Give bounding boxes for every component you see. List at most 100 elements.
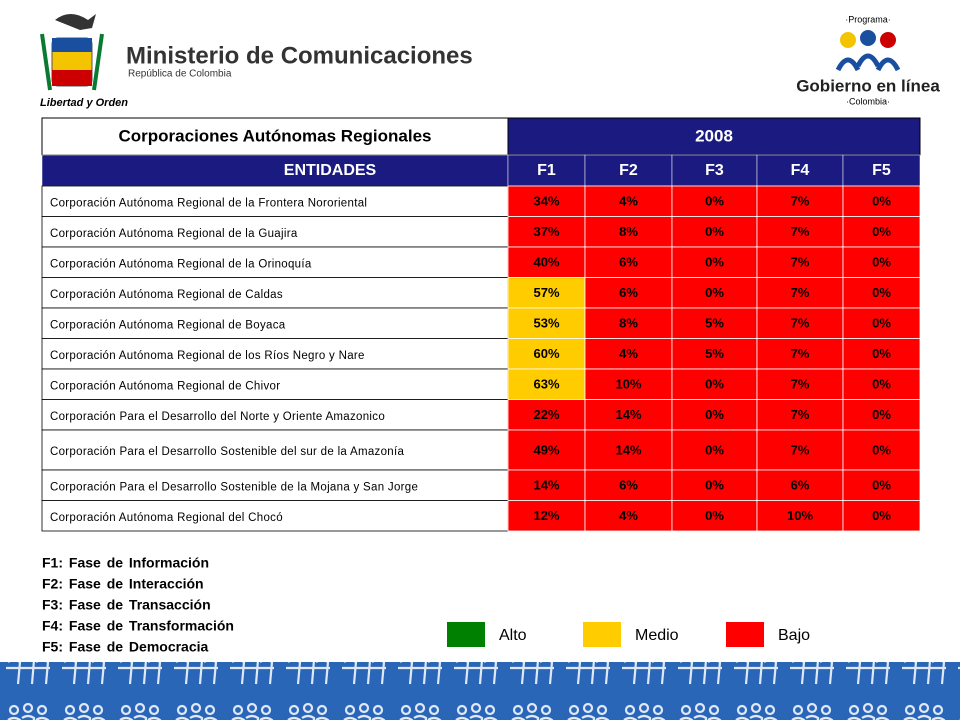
table-title: Corporaciones Autónomas Regionales (119, 126, 432, 145)
column-header: F1 (537, 162, 556, 179)
value-cell (584, 429, 673, 471)
value: 0% (705, 442, 724, 457)
value-cell (756, 277, 844, 309)
legend-label: Alto (499, 627, 527, 644)
value: 6% (619, 285, 638, 300)
value: 0% (872, 255, 891, 270)
value: 14% (615, 407, 641, 422)
value-cell (842, 368, 921, 400)
value-cell (842, 246, 921, 278)
column-header: F4 (791, 162, 810, 179)
legend-swatch (447, 622, 485, 647)
value: 49% (533, 442, 559, 457)
motto: Libertad y Orden (40, 97, 128, 109)
entity-cell (41, 469, 509, 501)
note: F3: Fase de Transacción (42, 597, 211, 613)
value-cell (507, 500, 586, 532)
value-cell (671, 368, 758, 400)
value: 53% (533, 316, 559, 331)
value: 7% (791, 407, 810, 422)
country: República de Colombia (128, 69, 232, 80)
value: 6% (791, 478, 810, 493)
value-cell (584, 185, 673, 217)
value: 0% (872, 285, 891, 300)
value: 7% (791, 377, 810, 392)
footer-pattern (0, 662, 960, 720)
value: 0% (705, 508, 724, 523)
value-cell (671, 429, 758, 471)
entity-cell (41, 399, 509, 431)
entity-cell (41, 246, 509, 278)
column-header: F3 (705, 162, 724, 179)
value: 34% (533, 194, 559, 209)
value-cell (756, 185, 844, 217)
value: 63% (533, 377, 559, 392)
value: 10% (787, 508, 813, 523)
value-cell (584, 368, 673, 400)
value: 37% (533, 224, 559, 239)
value: 0% (705, 285, 724, 300)
value-cell (671, 216, 758, 248)
value-cell (507, 368, 586, 400)
value: 60% (533, 346, 559, 361)
value-cell (842, 277, 921, 309)
legend: Alto Medio Bajo (447, 622, 810, 647)
title-cell (41, 117, 509, 156)
value: 0% (872, 316, 891, 331)
program-top: ·Programa· (845, 14, 891, 24)
column-header: F2 (619, 162, 638, 179)
value-cell (756, 399, 844, 431)
value: 40% (533, 255, 559, 270)
value: 12% (533, 508, 559, 523)
value: 4% (619, 346, 638, 361)
entity-name: Corporación Autónoma Regional de Chivor (50, 380, 280, 392)
value-cell (842, 500, 921, 532)
program-name: Gobierno en línea (796, 76, 940, 95)
entity-name: Corporación Para el Desarrollo del Norte… (50, 411, 385, 423)
program-bottom: ·Colombia· (846, 96, 890, 106)
value: 0% (705, 478, 724, 493)
value: 8% (619, 316, 638, 331)
value: 0% (872, 478, 891, 493)
value: 0% (705, 377, 724, 392)
value: 0% (872, 508, 891, 523)
entity-name: Corporación Para el Desarrollo Sostenibl… (50, 481, 418, 493)
value: 10% (615, 377, 641, 392)
value: 57% (533, 285, 559, 300)
value-cell (671, 469, 758, 501)
header-cell (41, 154, 509, 187)
notes: F1: Fase de Información F2: Fase de Inter… (42, 555, 234, 655)
value-cell (507, 469, 586, 501)
column-header: F5 (872, 162, 891, 179)
entity-cell (41, 277, 509, 309)
ministry-name: Ministerio de Comunicaciones (126, 42, 473, 69)
value-cell (842, 185, 921, 217)
entity-cell (41, 368, 509, 400)
note: F1: Fase de Información (42, 555, 209, 571)
entity-name: Corporación Autónoma Regional de Boyaca (50, 319, 286, 331)
note: F2: Fase de Interacción (42, 576, 204, 592)
value-cell (584, 399, 673, 431)
value: 7% (791, 442, 810, 457)
table: Corporaciones Autónomas Regionales 2008 EN… (41, 117, 921, 532)
value-cell (756, 246, 844, 278)
value: 7% (791, 346, 810, 361)
value-cell (842, 216, 921, 248)
header-cell (584, 154, 673, 187)
entity-cell (41, 216, 509, 248)
entity-name: Corporación Autónoma Regional de la Fron… (50, 197, 367, 209)
entity-cell (41, 185, 509, 217)
value-cell (671, 307, 758, 339)
value-cell (507, 216, 586, 248)
value: 0% (705, 255, 724, 270)
value-cell (584, 246, 673, 278)
value: 4% (619, 194, 638, 209)
value-cell (671, 338, 758, 370)
value-cell (756, 429, 844, 471)
value-cell (584, 216, 673, 248)
year: 2008 (695, 126, 733, 145)
entity-name: Corporación Autónoma Regional de la Orin… (50, 258, 312, 270)
value: 7% (791, 194, 810, 209)
value: 4% (619, 508, 638, 523)
entity-name: Corporación Autónoma Regional de los Río… (50, 350, 365, 362)
